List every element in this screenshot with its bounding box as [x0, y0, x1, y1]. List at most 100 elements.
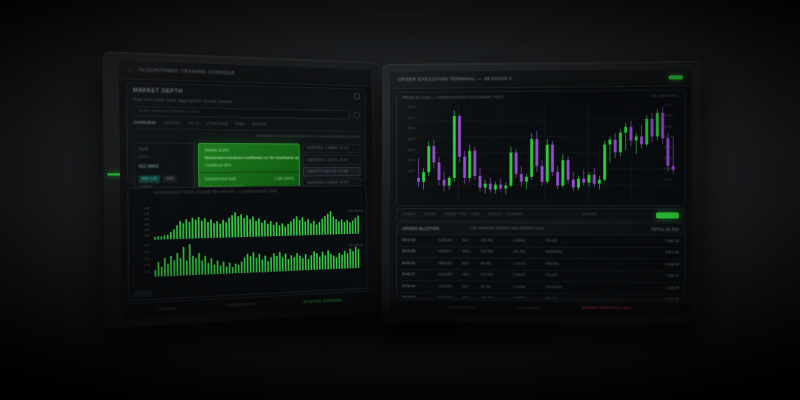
apply-button[interactable] — [656, 211, 679, 219]
cell-status: FILLED — [545, 273, 558, 278]
ladder-row[interactable]: 151.38 — [390, 134, 395, 138]
svg-text:0.10: 0.10 — [144, 269, 150, 274]
cell-symbol: GBPUSD — [438, 261, 453, 266]
svg-text:12:00: 12:00 — [262, 269, 269, 273]
signal-kicker: SIGNAL ALERT — [204, 148, 230, 153]
ladder-row[interactable]: 151.20 — [390, 181, 395, 185]
volume-chart-panel: AGGREGATED TRADE VOLUME PER MINUTE — CON… — [127, 185, 368, 301]
chip-ask[interactable]: ASK — [162, 175, 178, 183]
cell-status: FILLED — [545, 238, 558, 243]
table-header: ORDER BLOTTER LIVE WORKING ORDERS AND RE… — [396, 223, 685, 236]
panel-heading: MARKET DEPTH — [132, 87, 183, 96]
cell-qty: 250 000 — [480, 238, 493, 243]
ladder-row[interactable]: 151.08 — [390, 211, 395, 215]
svg-text:0.30: 0.30 — [144, 262, 150, 266]
filter-venue[interactable]: VENUE — [424, 212, 436, 217]
tab-alerts[interactable]: ALERTS — [251, 121, 267, 127]
status-pill — [668, 75, 684, 80]
ladder-row[interactable]: 151.44 — [390, 119, 395, 123]
cell-price: 1.08412 — [513, 238, 526, 243]
cell-time: 09:42:18 — [401, 238, 416, 243]
svg-text:0.50: 0.50 — [144, 256, 150, 260]
status-session: SESSION ACTIVE — [448, 305, 477, 310]
left-monitor-screen: ALGORITHMIC TRADING CONSOLE MARKET DEPTH… — [118, 60, 374, 319]
tab-orders[interactable]: ORDERS — [163, 120, 181, 126]
status-connected: Connected — [157, 306, 176, 312]
menu-dot-icon[interactable] — [128, 68, 132, 72]
cell-time: 09:41:02 — [401, 261, 416, 266]
cell-symbol: AUDUSD — [438, 272, 453, 277]
ladder-row[interactable]: 151.29 — [390, 157, 395, 161]
ladder-row[interactable]: 151.41 — [390, 127, 395, 131]
filter-status[interactable]: STATUS — WORKING — [488, 212, 524, 217]
signal-headline: Momentum breakout confirmed on 5m timefr… — [204, 155, 301, 161]
ladder-row[interactable]: 151.17 — [390, 188, 395, 192]
expand-icon[interactable] — [353, 93, 360, 100]
right-monitor-screen: ORDER EXECUTION TERMINAL — SESSION A PRI… — [389, 69, 692, 317]
filter-order-type[interactable]: ORDER TYPE — LIMIT — [443, 212, 481, 217]
tab-positions[interactable]: POSITIONS — [206, 121, 229, 126]
cell-value: 3 612.40 — [665, 250, 679, 255]
left-app: ALGORITHMIC TRADING CONSOLE MARKET DEPTH… — [118, 60, 374, 319]
cell-side: SELL — [462, 249, 471, 254]
right-app: ORDER EXECUTION TERMINAL — SESSION A PRI… — [389, 69, 692, 317]
cell-status: WORKING — [545, 250, 563, 255]
cell-value: 7 841.20 — [665, 238, 679, 244]
cell-time: 09:39:44 — [401, 284, 416, 289]
left-app-title: ALGORITHMIC TRADING CONSOLE — [138, 66, 236, 76]
cell-price: 1.26714 — [513, 261, 526, 266]
list-item[interactable]: USDJPY 151.33 +0.48 — [302, 166, 361, 177]
svg-text:0.90: 0.90 — [144, 243, 150, 247]
ladder-row[interactable]: 151.23 — [390, 173, 395, 177]
ladder-row[interactable]: 151.26 — [390, 165, 395, 169]
svg-text:0.60: 0.60 — [144, 227, 150, 231]
search-placeholder: Search instrument, symbol or venue — [137, 108, 199, 114]
cell-qty: 80 000 — [480, 261, 492, 266]
list-item[interactable]: EURUSD 1.0842 +0.12 — [302, 143, 361, 154]
watchlist-label: EURUSD 1.0842 +0.12 — [306, 145, 349, 151]
axis-tick: 150.0 — [407, 158, 416, 163]
cell-side: BUY — [462, 261, 470, 266]
export-button[interactable] — [134, 289, 153, 298]
right-statusbar: SESSION ACTIVE 12 connections MARGIN THR… — [389, 299, 692, 317]
filter-symbol[interactable]: SYMBOL — [401, 212, 417, 217]
cell-side: BUY — [462, 238, 470, 243]
chip-bid[interactable]: BID 1.42 — [138, 175, 161, 183]
tab-overview[interactable]: OVERVIEW — [133, 119, 156, 125]
signal-row-value: 1 200 UNITS — [274, 176, 294, 182]
chart-title: PRICE ACTION — CONSOLIDATED EXCHANGE FEE… — [401, 95, 504, 100]
svg-text:0.80: 0.80 — [144, 222, 150, 226]
detail-label: SIDE — [138, 146, 150, 152]
tab-fills[interactable]: FILLS — [188, 120, 200, 126]
axis-tick: 150.6 — [407, 136, 416, 141]
search-input[interactable]: Search instrument, symbol or venue — [133, 105, 350, 120]
panel-tabs: OVERVIEW ORDERS FILLS POSITIONS RISK ALE… — [133, 119, 361, 133]
axis-tick: 149.7 — [407, 168, 416, 173]
watchlist-label: GBPUSD 1.2671 -0.04 — [306, 157, 348, 162]
cell-price: 1.35784 — [513, 284, 526, 290]
signal-meta: Confidence 92% — [204, 162, 231, 168]
right-titlebar: ORDER EXECUTION TERMINAL — SESSION A — [389, 69, 692, 89]
ladder-row[interactable]: 151.05 — [390, 219, 395, 223]
ladder-row[interactable]: 151.32 — [390, 150, 395, 154]
cell-status: WORKING — [545, 285, 563, 290]
left-monitor: ALGORITHMIC TRADING CONSOLE MARKET DEPTH… — [102, 51, 382, 329]
status-system: SYSTEM NOMINAL — [303, 296, 344, 305]
ladder-row[interactable]: 151.11 — [390, 204, 395, 208]
order-blotter: ORDER BLOTTER LIVE WORKING ORDERS AND RE… — [395, 222, 686, 301]
cell-time: 09:40:37 — [401, 272, 416, 277]
cell-value: 7 204.10 — [665, 274, 679, 279]
svg-text:0.70: 0.70 — [144, 249, 150, 253]
cell-status: PARTIAL — [545, 261, 560, 266]
candlestick-chart — [416, 103, 676, 201]
search-icon[interactable] — [353, 111, 361, 119]
watchlist-label: USDJPY 151.33 +0.48 — [306, 169, 348, 174]
ladder-row[interactable]: 151.14 — [390, 196, 395, 200]
right-monitor: ORDER EXECUTION TERMINAL — SESSION A PRI… — [382, 60, 701, 326]
axis-tick: 150.9 — [407, 126, 416, 131]
ladder-row[interactable]: 151.35 — [390, 142, 395, 146]
tab-risk[interactable]: RISK — [235, 121, 245, 126]
cell-qty: 120 000 — [480, 249, 493, 254]
price-ladder: 151.44 151.41 151.38 151.35 151.32 151.29 151.… — [390, 119, 395, 224]
list-item[interactable]: GBPUSD 1.2671 -0.04 — [302, 155, 361, 165]
